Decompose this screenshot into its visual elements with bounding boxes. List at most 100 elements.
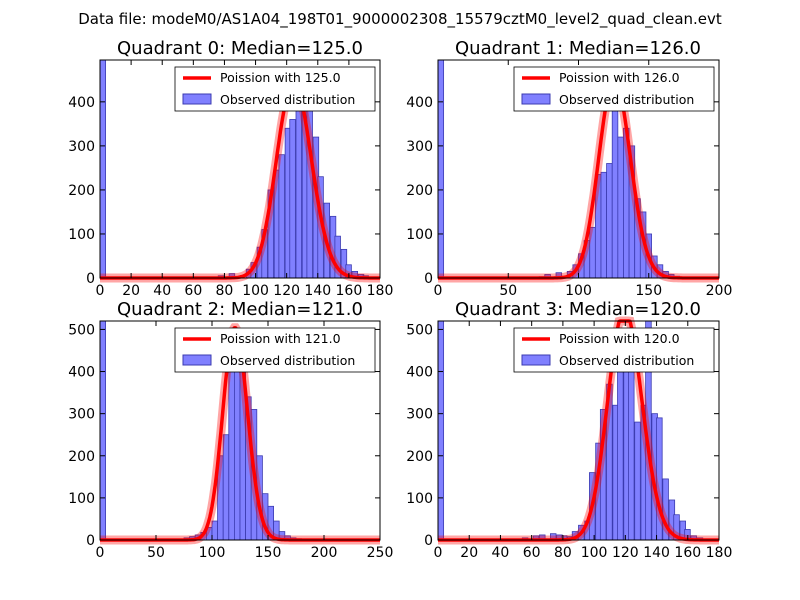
- quadrant-1-bar-12: [611, 88, 619, 279]
- quadrant-1-bar-0: [437, 59, 445, 279]
- quadrant-0-legend-bar-swatch: [182, 93, 212, 105]
- quadrant-3-legend: Poission with 120.0 Observed distributio…: [513, 327, 715, 373]
- quadrant-3-xtick-label-3: 60: [523, 545, 541, 561]
- quadrant-1-ytick-label-1: 100: [406, 227, 433, 243]
- quadrant-1-xtick-label-1: 50: [499, 283, 517, 299]
- quadrant-2-ytick-label-4: 400: [68, 365, 95, 381]
- quadrant-1-legend-line-label: Poission with 126.0: [559, 70, 680, 85]
- quadrant-3-bars: [437, 320, 704, 541]
- quadrant-3-xtick-label-0: 0: [434, 545, 443, 561]
- quadrant-0-xtick-label-4: 80: [216, 283, 234, 299]
- quadrant-0-legend: Poission with 125.0 Observed distributio…: [174, 66, 376, 112]
- quadrant-1-title: Quadrant 1: Median=126.0: [455, 38, 701, 59]
- quadrant-2-xtick-label-5: 250: [367, 545, 394, 561]
- quadrant-2-panel: Quadrant 2: Median=121.0 0 50 100 150 200 250…: [68, 299, 393, 561]
- quadrant-1-xtick-label-0: 0: [434, 283, 443, 299]
- quadrant-2-bar-8: [222, 434, 230, 541]
- quadrant-3-ytick-label-3: 300: [406, 407, 433, 423]
- quadrant-3-xtick-label-1: 20: [460, 545, 478, 561]
- quadrant-0-ytick-label-2: 200: [68, 183, 95, 199]
- quadrant-1-xtick-label-4: 200: [706, 283, 733, 299]
- quadrant-3-axes-frame: [437, 320, 720, 541]
- quadrant-2-ytick-label-0: 0: [86, 533, 95, 549]
- quadrant-2-legend-line-label: Poission with 121.0: [220, 331, 341, 346]
- quadrant-2-ytick-label-2: 200: [68, 449, 95, 465]
- quadrant-0-ytick-label-1: 100: [68, 227, 95, 243]
- quadrant-2-xtick-label-2: 100: [199, 545, 226, 561]
- quadrant-3-bar-19: [634, 421, 641, 541]
- quadrant-1-ticks: 0 50 100 150 200 0 100 200 300 400: [406, 60, 732, 299]
- quadrant-3-xtick-label-9: 180: [706, 545, 733, 561]
- quadrant-3-xtick-label-2: 40: [492, 545, 510, 561]
- quadrant-2-ticks: 0 50 100 150 200 250 0 100 200 300 400 500: [68, 321, 393, 561]
- quadrant-2-xtick-label-1: 50: [147, 545, 165, 561]
- quadrant-1-bar-13: [617, 136, 624, 279]
- quadrant-0-xtick-label-8: 160: [336, 283, 363, 299]
- quadrant-0-ytick-label-4: 400: [68, 95, 95, 111]
- figure-suptitle: Data file: modeM0/AS1A04_198T01_90000023…: [78, 10, 722, 29]
- quadrant-1-ytick-label-2: 200: [406, 183, 433, 199]
- quadrant-1-legend: Poission with 126.0 Observed distributio…: [513, 66, 715, 112]
- quadrant-1-legend-bar-swatch: [521, 93, 551, 105]
- quadrant-3-ytick-label-1: 100: [406, 491, 433, 507]
- quadrant-3-xtick-label-5: 100: [581, 545, 608, 561]
- quadrant-0-xtick-label-6: 120: [273, 283, 300, 299]
- quadrant-1-legend-bar-label: Observed distribution: [559, 92, 694, 107]
- quadrant-0-legend-bar-label: Observed distribution: [220, 92, 355, 107]
- quadrant-2-ytick-label-1: 100: [68, 491, 95, 507]
- quadrant-1-ytick-label-3: 300: [406, 139, 433, 155]
- quadrant-2-ytick-label-3: 300: [68, 407, 95, 423]
- quadrant-0-xtick-label-2: 40: [153, 283, 171, 299]
- quadrant-3-panel: Quadrant 3: Median=120.0 0 20 40 60 80 100 120…: [406, 299, 732, 561]
- quadrant-3-xtick-label-6: 120: [612, 545, 639, 561]
- quadrant-3-xtick-label-7: 140: [643, 545, 670, 561]
- quadrant-2-title: Quadrant 2: Median=121.0: [117, 299, 363, 320]
- quadrant-3-xtick-label-8: 160: [674, 545, 701, 561]
- quadrant-2-xtick-label-3: 150: [255, 545, 282, 561]
- quadrant-3-legend-line-label: Poission with 120.0: [559, 331, 680, 346]
- quadrant-0-xtick-label-5: 100: [242, 283, 269, 299]
- quadrant-2-ytick-label-5: 500: [68, 322, 95, 338]
- quadrant-2-bar-0: [99, 320, 106, 541]
- quadrant-0-xtick-label-9: 180: [367, 283, 394, 299]
- quadrant-2-axes-frame: [99, 320, 381, 541]
- quadrant-3-ytick-label-0: 0: [424, 533, 433, 549]
- quadrant-0-ytick-label-0: 0: [86, 271, 95, 287]
- quadrant-1-xtick-label-2: 100: [565, 283, 592, 299]
- quadrant-3-bar-18: [628, 350, 635, 541]
- quadrant-3-xtick-label-4: 80: [554, 545, 572, 561]
- quadrant-0-ytick-label-3: 300: [68, 139, 95, 155]
- quadrant-1-xtick-label-3: 150: [635, 283, 662, 299]
- quadrant-2-bar-6: [211, 520, 218, 541]
- quadrant-0-xtick-label-3: 60: [184, 283, 202, 299]
- quadrant-3-legend-bar-label: Observed distribution: [559, 353, 694, 368]
- quadrant-2-legend-bar-label: Observed distribution: [220, 353, 355, 368]
- quadrant-2-legend: Poission with 121.0 Observed distributio…: [174, 327, 376, 373]
- quadrant-0-bar-0: [99, 59, 106, 279]
- quadrant-3-legend-bar-swatch: [521, 354, 551, 366]
- quadrant-0-bar-9: [278, 154, 285, 279]
- quadrant-3-ytick-label-5: 500: [406, 322, 433, 338]
- quadrant-0-xtick-label-0: 0: [96, 283, 105, 299]
- quadrant-3-title: Quadrant 3: Median=120.0: [455, 299, 701, 320]
- quadrant-0-bar-11: [289, 119, 296, 279]
- quadrant-1-bar-11: [606, 163, 613, 279]
- quadrant-2-xtick-label-0: 0: [96, 545, 105, 561]
- quadrant-1-ytick-label-4: 400: [406, 95, 433, 111]
- quadrant-1-panel: Quadrant 1: Median=126.0 0 50 100 150 200 0 10…: [406, 38, 732, 299]
- quadrant-2-legend-bar-swatch: [182, 354, 212, 366]
- quadrant-2-xtick-label-4: 200: [311, 545, 338, 561]
- quadrant-0-xtick-label-7: 140: [304, 283, 331, 299]
- quadrant-0-legend-line-label: Poission with 125.0: [220, 70, 341, 85]
- quadrant-0-bar-12: [295, 105, 302, 279]
- quadrant-0-axes-frame: [99, 59, 381, 279]
- quadrant-3-bar-0: [437, 320, 445, 541]
- quadrant-1-ytick-label-0: 0: [424, 271, 433, 287]
- quadrant-1-bar-10: [600, 171, 607, 279]
- quadrant-0-title: Quadrant 0: Median=125.0: [117, 38, 363, 59]
- quadrant-3-ytick-label-4: 400: [406, 365, 433, 381]
- quadrant-0-panel: Quadrant 0: Median=125.0 0 20 40 60 80 100 120…: [68, 38, 393, 299]
